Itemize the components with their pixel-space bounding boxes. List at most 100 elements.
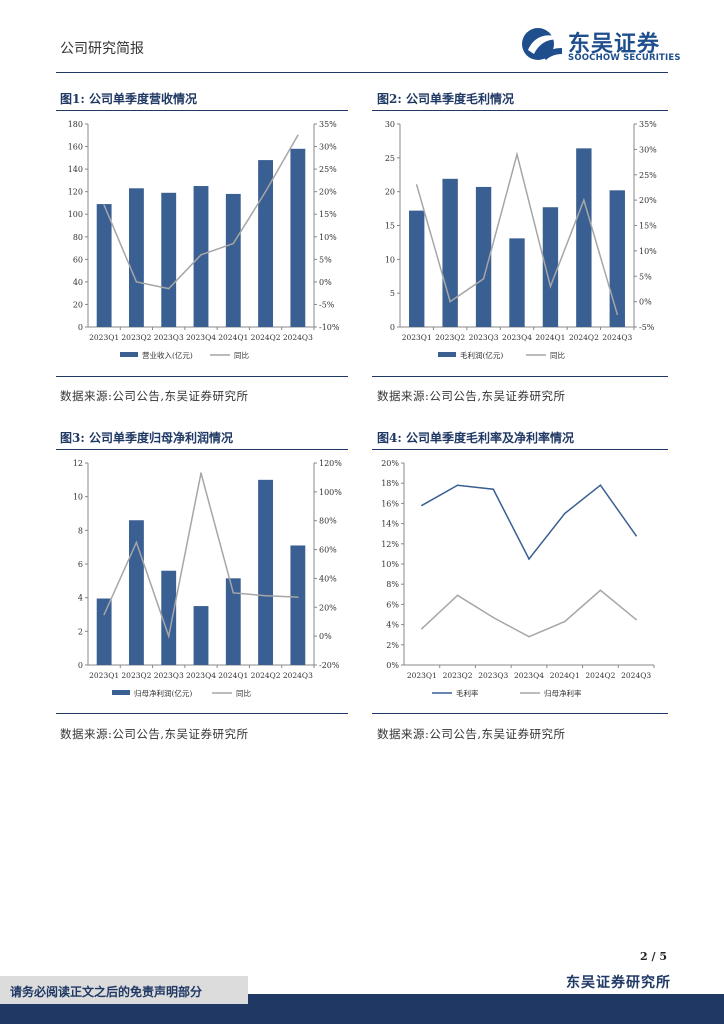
brand-name-cn: 东吴证券	[568, 31, 661, 57]
x-tick-label: 2024Q1	[550, 671, 580, 680]
y-tick-label-left: 20	[73, 300, 83, 309]
bar	[442, 178, 458, 327]
y-tick-label-right: -5%	[319, 300, 335, 309]
series-point	[563, 512, 566, 515]
figure-3-source: 数据来源:公司公告,东吴证券研究所	[60, 727, 249, 741]
y-tick-label-right: 20%	[639, 196, 657, 205]
figure-3-bottom-rule	[56, 713, 348, 714]
y-tick-label-left: 10	[73, 493, 83, 502]
y-tick-label-right: 10%	[319, 233, 337, 242]
x-tick-label: 2023Q3	[478, 671, 508, 680]
x-tick-label: 2024Q2	[251, 671, 281, 680]
series-point	[599, 484, 602, 487]
x-tick-label: 2024Q3	[621, 671, 651, 680]
series-point	[635, 534, 637, 537]
bar	[609, 190, 625, 327]
y-tick-label-right: 0%	[639, 298, 652, 307]
legend-swatch-bar	[112, 690, 130, 695]
figure-4-title: 图4: 公司单季度毛利率及净利率情况	[377, 431, 574, 445]
legend-swatch-bar	[120, 352, 138, 357]
yoy-point	[264, 594, 267, 597]
y-tick-label-right: 35%	[319, 120, 337, 129]
legend-label-bar: 归母净利润(亿元)	[134, 688, 192, 698]
y-tick-label-left: 80	[73, 233, 83, 242]
figure-2-source: 数据来源:公司公告,东吴证券研究所	[377, 389, 566, 403]
x-tick-label: 2024Q3	[602, 333, 632, 342]
y-tick-label-left: 16%	[381, 499, 399, 508]
y-tick-label-left: 25	[385, 154, 395, 163]
bar	[258, 479, 273, 665]
bar	[193, 606, 209, 665]
y-tick-label-left: 30	[385, 120, 395, 129]
x-tick-label: 2024Q3	[283, 671, 313, 680]
bar	[290, 545, 306, 665]
chart-quarterly-revenue: 0 20 40 60 80 100 120 140 160 180 -10% -5% 0% 5% 10% 15…	[68, 120, 340, 360]
bar	[161, 192, 177, 327]
legend-label-line: 同比	[550, 350, 565, 360]
yoy-point	[449, 300, 451, 303]
y-tick-label-left: 40	[73, 278, 83, 287]
y-tick-label-right: 30%	[639, 145, 657, 154]
y-tick-label-left: 0	[390, 323, 395, 332]
y-tick-label-right: 25%	[319, 165, 337, 174]
y-tick-label-right: 35%	[639, 120, 657, 129]
y-tick-label-left: 100	[68, 210, 83, 219]
y-tick-label-left: 4	[78, 594, 83, 603]
y-tick-label-left: 0	[78, 323, 83, 332]
series-point	[563, 620, 566, 623]
footer-disclaimer: 请务必阅读正文之后的免责声明部分	[10, 985, 203, 999]
legend-label: 毛利率	[456, 688, 479, 698]
y-tick-label-left: 10	[385, 255, 395, 264]
legend-label-line: 同比	[234, 350, 249, 360]
figure-4-rule	[372, 449, 668, 450]
x-tick-label: 2023Q2	[121, 671, 151, 680]
y-tick-label-left: 4%	[386, 621, 399, 630]
legend-label-bar: 毛利润(亿元)	[460, 350, 503, 360]
y-tick-label-right: 60%	[319, 546, 337, 555]
yoy-point	[549, 285, 552, 288]
series-point	[456, 594, 459, 597]
yoy-point	[232, 242, 235, 245]
figure-3-rule	[56, 449, 348, 450]
y-tick-label-left: 6%	[386, 600, 399, 609]
yoy-point	[415, 184, 418, 186]
y-tick-label-left: 160	[68, 143, 83, 152]
x-tick-label: 2023Q4	[186, 333, 216, 342]
y-tick-label-left: 12%	[381, 540, 399, 549]
bar	[129, 520, 144, 665]
header-divider	[56, 72, 668, 73]
y-tick-label-left: 0%	[386, 661, 399, 670]
bar	[475, 186, 492, 327]
figure-2-title: 图2: 公司单季度毛利情况	[377, 92, 514, 106]
figure-1-source: 数据来源:公司公告,东吴证券研究所	[60, 389, 249, 403]
series-point	[492, 616, 495, 619]
figure-1-title: 图1: 公司单季度营收情况	[60, 92, 197, 106]
y-tick-label-left: 8	[78, 526, 83, 535]
y-tick-label-right: 20%	[319, 603, 337, 612]
y-tick-label-left: 15	[385, 222, 395, 231]
y-tick-label-left: 0	[78, 661, 83, 670]
y-tick-label-left: 120	[68, 188, 83, 197]
page-number: 2 / 5	[640, 950, 667, 963]
y-tick-label-right: 0%	[319, 278, 332, 287]
y-tick-label-left: 180	[68, 120, 83, 129]
figure-2-bottom-rule	[372, 376, 668, 377]
y-tick-label-right: 10%	[639, 247, 657, 256]
y-tick-label-right: 15%	[639, 222, 657, 231]
y-tick-label-right: -20%	[319, 661, 340, 670]
figure-1-rule	[56, 110, 348, 111]
bar	[96, 204, 112, 327]
bar	[542, 207, 559, 327]
soochow-logo-icon	[522, 28, 562, 60]
bar	[576, 148, 592, 327]
y-tick-label-left: 18%	[381, 479, 399, 488]
x-tick-label: 2023Q1	[89, 671, 119, 680]
y-tick-label-right: 5%	[319, 255, 332, 264]
footer-disclaimer-tab	[0, 976, 248, 1004]
bar	[161, 570, 177, 665]
x-tick-label: 2023Q1	[402, 333, 432, 342]
yoy-point	[167, 287, 170, 290]
x-tick-label: 2024Q2	[585, 671, 615, 680]
bar	[225, 193, 241, 327]
series-line	[421, 484, 637, 561]
